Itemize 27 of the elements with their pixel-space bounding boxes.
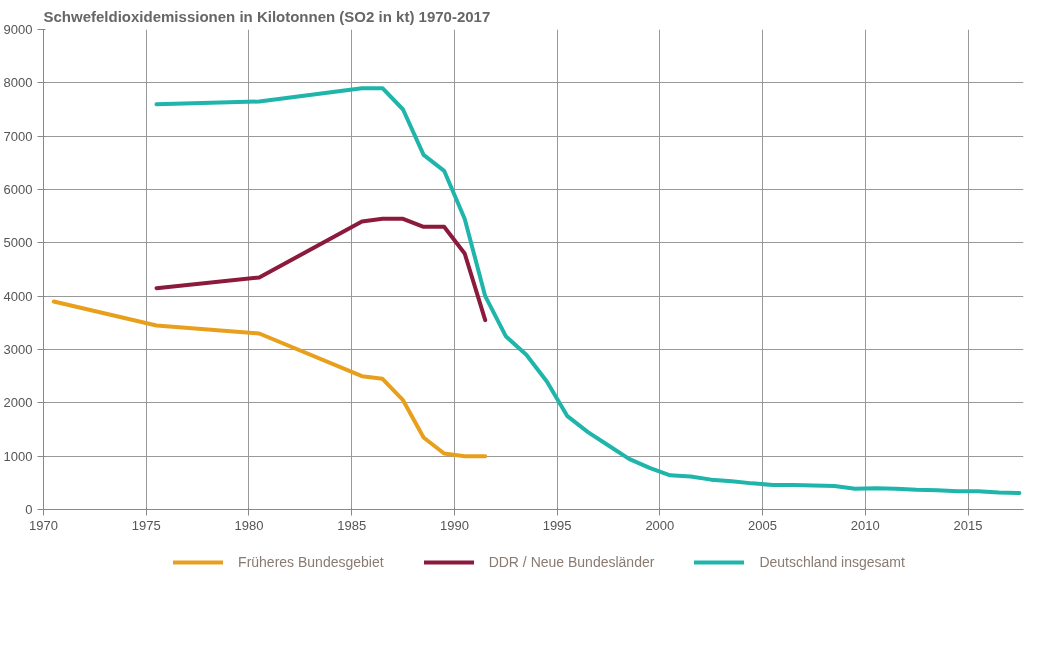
legend-label: DDR / Neue Bundesländer	[488, 554, 655, 570]
y-tick-label: 0	[25, 502, 33, 517]
x-tick-label: 2000	[645, 517, 675, 533]
y-tick-label: 6000	[3, 182, 33, 197]
y-tick-label: 2000	[3, 395, 33, 411]
y-tick-label: 9000	[3, 22, 33, 37]
y-tick-label: 8000	[3, 75, 33, 91]
y-tick-label: 4000	[3, 288, 33, 304]
legend-label: Deutschland insgesamt	[759, 554, 905, 570]
y-tick-label: 1000	[3, 448, 33, 464]
line-series	[51, 299, 488, 459]
x-tick-label: 2010	[850, 517, 880, 533]
y-tick-label: 7000	[3, 128, 33, 144]
x-tick-label: 1980	[234, 517, 264, 533]
legend-label: Früheres Bundesgebiet	[238, 554, 384, 570]
x-tick-label: 2005	[748, 517, 778, 533]
x-tick-label: 1990	[439, 517, 469, 533]
y-tick-label: 3000	[3, 342, 33, 357]
x-tick-label: 1970	[29, 517, 58, 533]
x-tick-label: 2015	[953, 517, 983, 533]
x-tick-label: 1975	[131, 517, 161, 533]
chart-title: Schwefeldioxidemissionen in Kilotonnen (SO2 in kt) 1970-2017	[43, 7, 491, 25]
x-tick-label: 1985	[337, 517, 367, 533]
line-series	[154, 216, 488, 323]
y-tick-label: 5000	[3, 235, 33, 251]
line-series	[154, 86, 1022, 495]
x-tick-label: 1995	[542, 517, 572, 533]
